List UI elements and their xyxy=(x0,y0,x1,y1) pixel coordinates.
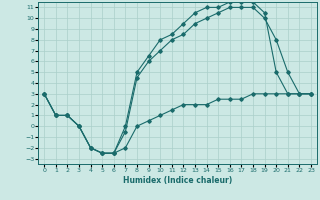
X-axis label: Humidex (Indice chaleur): Humidex (Indice chaleur) xyxy=(123,176,232,185)
